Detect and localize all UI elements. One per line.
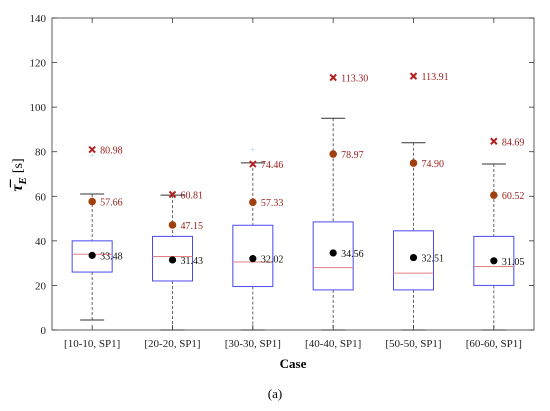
y-tick-label: 120	[30, 58, 47, 70]
mean-label: 34.56	[341, 249, 364, 260]
box-series: +33.48 57.66 80.98 31.43 47.15 60.81 +32.02 57.…	[71, 72, 525, 331]
upper-point-marker	[88, 197, 96, 206]
upper-point-label: 74.90	[422, 159, 445, 170]
x-tick-label: [60-60, SP1]	[466, 338, 522, 350]
mean-marker	[168, 256, 177, 264]
figure-caption: (a)	[268, 386, 282, 401]
box-iqr	[473, 235, 515, 286]
y-axis-label: τ̅E[s]	[8, 158, 29, 191]
mean-label: 31.05	[502, 257, 525, 268]
box-group: +32.02 57.33 74.46	[232, 144, 284, 331]
outlier-marker: +	[250, 144, 255, 154]
mean-marker	[249, 255, 257, 263]
y-tick-label: 20	[35, 280, 47, 292]
max-marker-stroke	[329, 73, 337, 82]
y-tick-label: 100	[30, 102, 47, 114]
mean-label: 33.48	[100, 251, 123, 262]
upper-point-marker	[490, 191, 498, 199]
mean-marker	[329, 249, 337, 257]
y-tick-label: 140	[30, 13, 47, 25]
y-tick-label: 80	[35, 147, 47, 159]
box-iqr	[393, 230, 434, 291]
box-iqr	[71, 240, 113, 273]
y-axis-label-subscript: E	[17, 177, 29, 185]
max-marker-stroke	[249, 160, 257, 168]
max-label: 80.98	[100, 146, 123, 157]
upper-point-label: 57.33	[261, 198, 284, 209]
y-tick-label: 60	[35, 191, 47, 203]
upper-point-label: 47.15	[181, 221, 204, 232]
x-tick-label: [30-30, SP1]	[225, 338, 281, 350]
max-label: 84.69	[502, 137, 525, 148]
y-axis-label-unit: [s]	[11, 158, 26, 173]
mean-label: 32.51	[422, 254, 445, 265]
upper-point-marker	[409, 159, 418, 167]
upper-point-marker	[329, 150, 337, 158]
box-group: 31.43 47.15 60.81	[152, 190, 204, 331]
y-tick-label: 40	[35, 236, 47, 248]
x-tick-label: [20-20, SP1]	[144, 338, 200, 350]
upper-point-marker	[168, 221, 177, 229]
mean-label: 32.02	[261, 255, 284, 266]
upper-point-marker	[249, 198, 257, 207]
plot-frame	[51, 17, 535, 331]
mean-label: 31.43	[181, 256, 204, 267]
box-iqr	[232, 224, 274, 288]
y-tick-label: 0	[41, 325, 47, 337]
upper-point-label: 57.66	[100, 198, 123, 209]
x-tick-label: [50-50, SP1]	[385, 338, 441, 350]
box-group: 31.05 60.52 84.69	[473, 137, 525, 331]
x-axis-label: Case	[280, 356, 307, 371]
max-marker-stroke	[88, 145, 96, 154]
upper-point-label: 78.97	[341, 150, 364, 161]
mean-marker	[409, 253, 418, 262]
y-axis-ticks: 0 20 40 60 80 100 120 140	[30, 13, 534, 337]
x-tick-label: [40-40, SP1]	[305, 338, 361, 350]
x-tick-label: [10-10, SP1]	[64, 338, 120, 350]
mean-marker	[88, 251, 96, 259]
box-iqr	[152, 235, 193, 282]
max-label: 60.81	[181, 190, 204, 201]
outlier-marker: +	[90, 151, 95, 161]
x-axis-ticks: [10-10, SP1] [20-20, SP1] [30-30, SP1] [40-…	[64, 18, 522, 350]
max-marker-stroke	[168, 190, 177, 199]
max-label: 113.30	[341, 74, 368, 85]
box-iqr	[312, 221, 354, 291]
box-group: +33.48 57.66 80.98	[71, 145, 123, 321]
max-marker-stroke	[490, 137, 498, 145]
mean-marker	[490, 257, 498, 265]
max-label: 113.91	[422, 72, 449, 83]
max-label: 74.46	[261, 160, 284, 171]
box-group: 32.51 74.90 113.91	[393, 72, 449, 331]
upper-point-label: 60.52	[502, 191, 525, 202]
box-group: 34.56 78.97 113.30	[312, 73, 368, 331]
max-marker-stroke	[409, 72, 418, 80]
